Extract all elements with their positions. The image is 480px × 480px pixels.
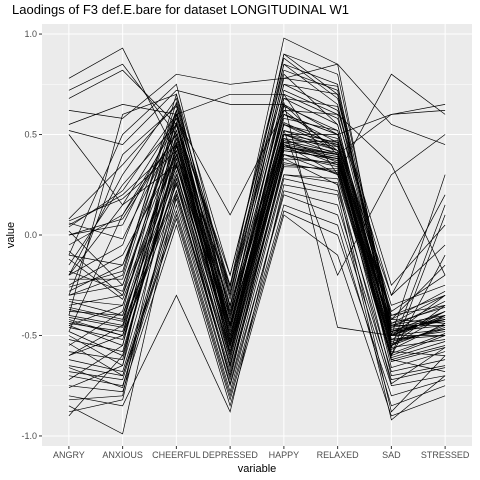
series-line-41 (68, 117, 446, 321)
series-line-63 (68, 174, 446, 389)
series-line-22 (68, 204, 446, 407)
series-line-44 (68, 142, 446, 340)
y-tick-label: 1.0 (24, 29, 37, 39)
x-axis: ANGRY ANXIOUS CHEERFUL DEPRESSED HAPPY RELAXE… (53, 446, 470, 460)
series-line-59 (68, 83, 446, 324)
series-line-65 (68, 133, 446, 349)
x-tick-label-stressed: STRESSED (421, 450, 470, 460)
x-tick-label-angry: ANGRY (53, 450, 85, 460)
y-axis: -1.0 -0.5 0.0 0.5 1.0 (21, 29, 42, 441)
x-tick-label-sad: SAD (382, 450, 401, 460)
series-line-42 (68, 93, 446, 301)
series-line-60 (68, 77, 446, 320)
series-line-66 (68, 146, 446, 357)
series-line-67 (68, 110, 446, 325)
series-line-29 (68, 53, 446, 336)
series-line-5 (68, 89, 446, 156)
x-tick-label-relaxed: RELAXED (317, 450, 360, 460)
x-tick-label-anxious: ANXIOUS (102, 450, 143, 460)
y-axis-title: value (5, 222, 17, 248)
series-line-61 (68, 210, 446, 402)
series-line-24 (68, 184, 446, 421)
series-line-43 (68, 83, 446, 293)
series-line-39 (68, 134, 446, 317)
x-axis-title: variable (238, 463, 277, 475)
series-line-64 (68, 122, 446, 356)
series-line-53 (68, 105, 446, 389)
x-tick-label-depressed: DEPRESSED (202, 450, 258, 460)
y-tick-label: -0.5 (21, 330, 37, 340)
y-tick-label: -1.0 (21, 431, 37, 441)
series-lines (68, 37, 446, 435)
series-line-68 (68, 129, 446, 337)
series-line-46 (68, 166, 446, 373)
series-line-62 (68, 154, 446, 413)
series-line-48 (68, 146, 446, 359)
y-tick-label: 0.5 (24, 130, 37, 140)
series-line-25 (68, 158, 446, 435)
y-tick-label: 0.0 (24, 230, 37, 240)
x-tick-label-happy: HAPPY (269, 450, 300, 460)
chart-title: Laodings of F3 def.E.bare for dataset LO… (12, 2, 349, 17)
series-line-4 (68, 73, 446, 176)
series-line-69 (68, 102, 446, 336)
x-tick-label-cheerful: CHEERFUL (152, 450, 201, 460)
series-line-50 (68, 178, 446, 386)
